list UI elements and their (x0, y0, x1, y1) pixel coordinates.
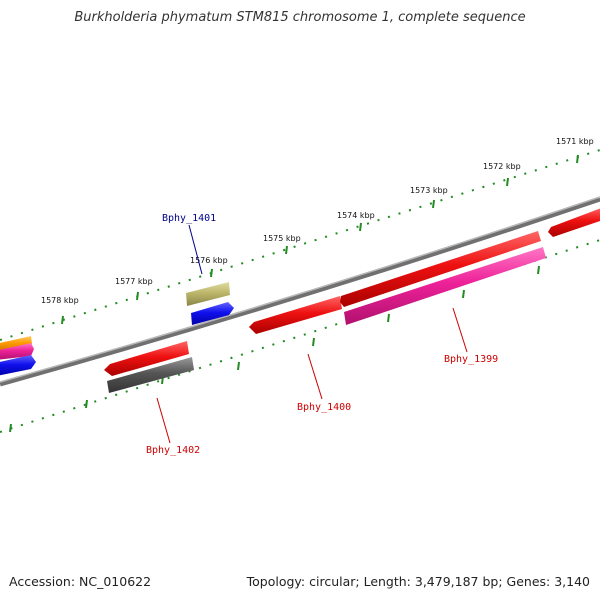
gene-red-right[interactable] (548, 207, 600, 237)
gene-bphy-1401-olive[interactable] (186, 282, 230, 306)
outer-major-ticks (61, 154, 579, 325)
scale-label: 1571 kbp (556, 137, 594, 146)
scale-label: 1574 kbp (337, 211, 375, 220)
scale-label: 1572 kbp (483, 162, 521, 171)
topology-text: Topology: circular; Length: 3,479,187 bp… (246, 574, 590, 589)
label-connectors (156, 224, 468, 444)
gene-bphy-1402[interactable] (107, 357, 194, 393)
map-title: Burkholderia phymatum STM815 chromosome … (74, 10, 526, 25)
scale-labels: 1571 kbp 1572 kbp 1573 kbp 1574 kbp 1575… (41, 137, 594, 305)
accession-text: Accession: NC_010622 (9, 574, 152, 589)
gene-label-bphy-1399[interactable]: Bphy_1399 (444, 354, 498, 365)
gene-pink-left[interactable] (0, 343, 34, 360)
gene-label-bphy-1402[interactable]: Bphy_1402 (146, 445, 200, 456)
gene-labels: Bphy_1401 Bphy_1399 Bphy_1400 Bphy_1402 (146, 213, 498, 456)
gene-label-bphy-1400[interactable]: Bphy_1400 (297, 402, 351, 413)
inner-major-ticks (9, 265, 540, 433)
scale-label: 1578 kbp (41, 296, 79, 305)
chromosome-backbone (0, 196, 600, 387)
scale-label: 1573 kbp (410, 186, 448, 195)
scale-label: 1577 kbp (115, 277, 153, 286)
gene-bphy-1399[interactable] (344, 247, 546, 325)
gene-red-long[interactable] (340, 231, 541, 307)
gene-blue-left[interactable] (0, 355, 36, 376)
gene-label-bphy-1401[interactable]: Bphy_1401 (162, 213, 216, 224)
gene-blue-1401[interactable] (191, 302, 234, 325)
gene-orange-left[interactable] (0, 336, 32, 352)
gene-red-1402[interactable] (104, 341, 189, 376)
scale-label: 1576 kbp (190, 256, 228, 265)
scale-label: 1575 kbp (263, 234, 301, 243)
gene-bphy-1400[interactable] (249, 296, 342, 334)
